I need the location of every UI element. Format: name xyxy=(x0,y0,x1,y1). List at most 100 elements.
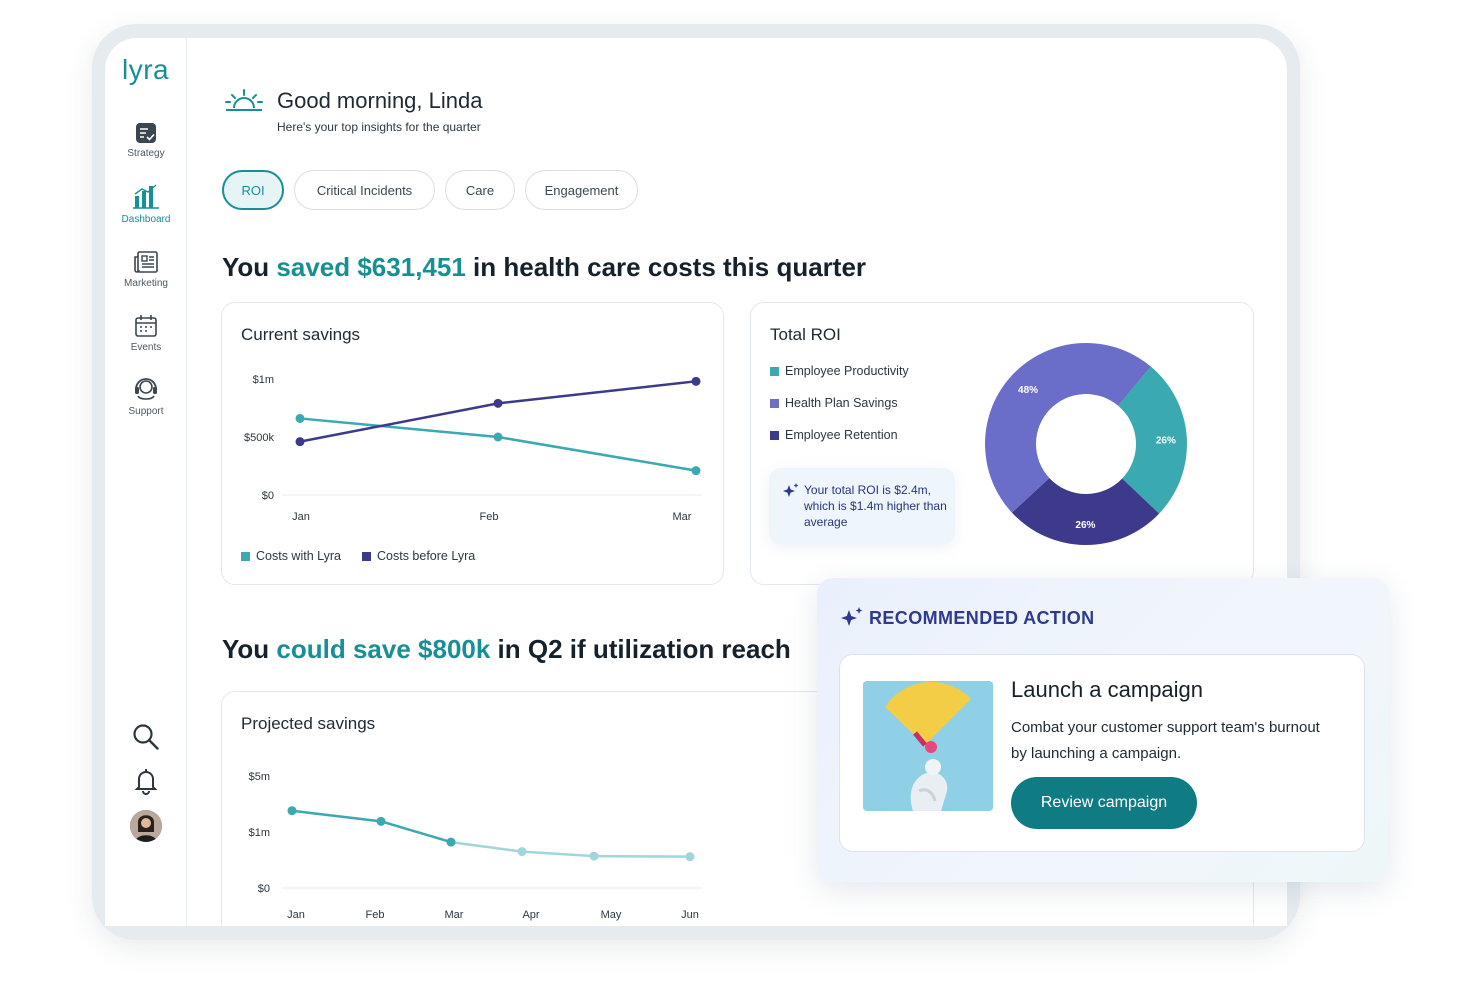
y-tick-label: $1m xyxy=(249,827,270,839)
legend-item: Costs before Lyra xyxy=(362,549,475,563)
savings-headline: You saved $631,451 in health care costs … xyxy=(222,252,866,283)
sparkle-icon xyxy=(783,483,799,497)
headline-accent: could save $800k xyxy=(276,634,491,664)
headline-text: You xyxy=(222,252,277,282)
card-title: Current savings xyxy=(241,325,361,344)
data-point xyxy=(685,852,695,862)
tab-roi[interactable]: ROI xyxy=(222,170,284,210)
y-tick-label: $500k xyxy=(244,432,274,444)
campaign-card: Launch a campaign Combat your customer s… xyxy=(839,654,1365,852)
x-tick-label: Jan xyxy=(292,511,310,523)
data-point xyxy=(287,806,297,816)
y-tick-label: $5m xyxy=(249,771,270,783)
review-campaign-button[interactable]: Review campaign xyxy=(1011,777,1197,829)
lyra-logo[interactable]: lyra xyxy=(122,54,170,85)
legend-label: Costs before Lyra xyxy=(377,549,476,563)
current-savings-chart: $0 $500k $1m Jan Feb Mar xyxy=(244,374,702,523)
tab-critical-incidents[interactable]: Critical Incidents xyxy=(294,170,435,210)
sidebar-item-label: Strategy xyxy=(127,148,165,159)
search-icon[interactable] xyxy=(131,722,161,752)
legend-swatch xyxy=(770,366,779,376)
burnout-gauge-illustration xyxy=(863,681,993,811)
data-point xyxy=(589,851,599,861)
series-segment xyxy=(521,850,595,858)
total-roi-donut: 26% 26% 48% xyxy=(985,343,1187,545)
data-point xyxy=(691,466,701,476)
data-point xyxy=(295,413,305,423)
sidebar-item-label: Marketing xyxy=(124,278,168,289)
newspaper-icon xyxy=(134,251,158,273)
sidebar-item-support[interactable]: Support xyxy=(105,376,187,417)
greeting-subtitle: Here's your top insights for the quarter xyxy=(277,120,481,134)
sunrise-icon xyxy=(225,89,263,111)
x-tick-label: Mar xyxy=(673,511,692,523)
series-line xyxy=(299,417,697,472)
legend-item: Costs with Lyra xyxy=(241,549,341,563)
sidebar-item-label: Support xyxy=(128,406,164,417)
recommended-action-title: RECOMMENDED ACTION xyxy=(869,608,1095,628)
x-tick-label: Apr xyxy=(522,909,539,921)
app-screen: lyra Strategy Dashboard xyxy=(105,38,1287,926)
headline-text: in health care costs this quarter xyxy=(465,252,867,282)
campaign-description: Combat your customer support team's burn… xyxy=(1011,719,1320,762)
data-point xyxy=(691,376,701,386)
campaign-heading: Launch a campaign xyxy=(1011,677,1204,702)
avatar[interactable] xyxy=(130,810,162,842)
legend-label: Costs with Lyra xyxy=(256,549,341,563)
dashboard-icon xyxy=(133,184,159,209)
avatar-photo xyxy=(130,810,162,842)
card-title: Projected savings xyxy=(241,714,376,733)
y-tick-label: $0 xyxy=(262,490,274,502)
series-segment xyxy=(291,809,382,823)
x-tick-label: May xyxy=(601,909,622,921)
sidebar-item-strategy[interactable]: Strategy xyxy=(105,122,187,159)
headline-text: You xyxy=(222,634,277,664)
data-point xyxy=(295,437,305,447)
campaign-illustration xyxy=(863,681,993,811)
legend-item: Employee Retention xyxy=(770,428,898,442)
x-tick-label: Jan xyxy=(287,909,305,921)
tab-engagement[interactable]: Engagement xyxy=(525,170,638,210)
donut-slice xyxy=(985,343,1151,513)
projection-headline: You could save $800k in Q2 if utilizatio… xyxy=(222,634,791,665)
card-title: Total ROI xyxy=(770,325,841,344)
sidebar-item-label: Events xyxy=(130,342,162,353)
x-tick-label: Mar xyxy=(445,909,464,921)
y-tick-label: $0 xyxy=(258,883,270,895)
x-tick-label: Feb xyxy=(366,909,385,921)
current-savings-card: Current savings $0 $500k $1m Jan Feb Mar Cost… xyxy=(221,302,724,585)
data-point xyxy=(446,837,456,847)
headline-accent: saved $631,451 xyxy=(276,252,466,282)
tab-care[interactable]: Care xyxy=(445,170,515,210)
donut-value-label: 26% xyxy=(1156,436,1176,447)
data-point xyxy=(493,398,503,408)
strategy-icon xyxy=(136,123,156,143)
data-point xyxy=(517,847,527,857)
data-point xyxy=(493,432,503,442)
roi-insight-callout: Your total ROI is $2.4m, which is $1.4m … xyxy=(769,468,955,544)
legend-swatch xyxy=(770,398,779,408)
legend-swatch xyxy=(362,551,371,561)
sidebar-item-marketing[interactable]: Marketing xyxy=(105,250,187,289)
legend-label: Health Plan Savings xyxy=(785,396,898,410)
donut-value-label: 26% xyxy=(1075,520,1095,531)
x-tick-label: Jun xyxy=(681,909,699,921)
legend-label: Employee Retention xyxy=(785,428,898,442)
sidebar-item-events[interactable]: Events xyxy=(105,314,187,353)
legend-item: Health Plan Savings xyxy=(770,396,898,410)
donut-slice xyxy=(1118,366,1187,514)
sidebar: lyra Strategy Dashboard xyxy=(105,38,187,926)
bell-icon[interactable] xyxy=(131,766,161,796)
series-segment xyxy=(380,820,452,844)
recommended-action-panel: RECOMMENDED ACTION Launch a campaign Com… xyxy=(817,578,1389,882)
headset-icon xyxy=(135,378,157,400)
calendar-icon xyxy=(135,315,157,337)
greeting-title: Good morning, Linda xyxy=(277,88,483,113)
legend-label: Employee Productivity xyxy=(785,364,909,378)
x-tick-label: Feb xyxy=(480,511,499,523)
legend-swatch xyxy=(241,551,250,561)
data-point xyxy=(376,816,386,826)
projected-savings-chart: $0 $1m $5m Jan Feb Mar Apr May Jun xyxy=(249,771,702,921)
sidebar-item-dashboard[interactable]: Dashboard xyxy=(105,184,187,225)
series-segment xyxy=(450,840,523,853)
